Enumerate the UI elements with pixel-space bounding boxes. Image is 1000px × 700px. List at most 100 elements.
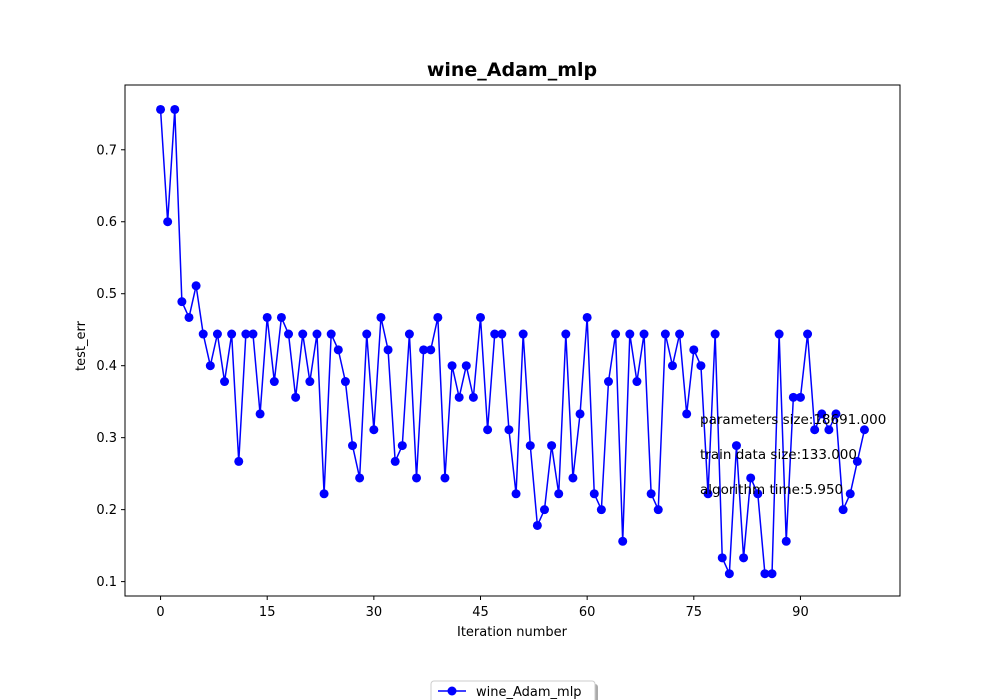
data-point xyxy=(696,361,706,371)
data-point xyxy=(397,441,407,451)
data-point xyxy=(234,456,244,466)
x-tick-label: 30 xyxy=(366,605,383,620)
data-point xyxy=(362,329,372,339)
data-point xyxy=(177,297,187,307)
data-point xyxy=(518,329,528,339)
data-point xyxy=(618,536,628,546)
data-point xyxy=(660,329,670,339)
series-line xyxy=(159,108,866,575)
x-tick-label: 75 xyxy=(686,605,703,620)
data-point xyxy=(241,329,251,339)
data-point xyxy=(746,473,756,483)
data-point xyxy=(511,489,521,499)
data-point xyxy=(810,425,820,435)
y-axis-ticks: 0.1 0.2 0.3 0.4 0.5 0.6 0.7 xyxy=(96,143,125,590)
data-point xyxy=(817,409,827,419)
data-point xyxy=(653,505,663,515)
data-point xyxy=(390,456,400,466)
series-layer xyxy=(156,104,869,579)
data-point xyxy=(682,409,692,419)
data-point xyxy=(419,345,429,355)
data-point xyxy=(767,569,777,579)
data-point xyxy=(212,329,222,339)
data-point xyxy=(859,425,869,435)
data-point xyxy=(291,392,301,402)
data-point xyxy=(383,345,393,355)
data-point xyxy=(589,489,599,499)
y-tick-label: 0.2 xyxy=(96,503,117,518)
data-point xyxy=(838,505,848,515)
data-point xyxy=(269,377,279,387)
data-point xyxy=(739,553,749,563)
data-point xyxy=(340,377,350,387)
data-point xyxy=(262,312,272,322)
data-point xyxy=(461,361,471,371)
x-axis-label: Iteration number xyxy=(457,625,568,640)
data-point xyxy=(454,392,464,402)
data-point xyxy=(625,329,635,339)
data-point xyxy=(447,361,457,371)
data-point xyxy=(312,329,322,339)
data-point xyxy=(611,329,621,339)
x-tick-label: 60 xyxy=(579,605,596,620)
y-tick-label: 0.5 xyxy=(96,287,117,302)
data-point xyxy=(554,489,564,499)
data-point xyxy=(198,329,208,339)
annotations: parameters size:18691.000 train data siz… xyxy=(700,412,886,498)
legend-marker-swatch xyxy=(447,686,457,696)
data-point xyxy=(156,104,166,114)
data-point xyxy=(675,329,685,339)
data-point xyxy=(333,345,343,355)
data-point xyxy=(596,505,606,515)
data-point xyxy=(248,329,258,339)
data-point xyxy=(348,441,358,451)
data-point xyxy=(710,329,720,339)
x-tick-label: 15 xyxy=(259,605,276,620)
data-point xyxy=(703,489,713,499)
data-point xyxy=(646,489,656,499)
data-point xyxy=(483,425,493,435)
data-point xyxy=(845,489,855,499)
data-point xyxy=(760,569,770,579)
data-point xyxy=(298,329,308,339)
data-point xyxy=(803,329,813,339)
data-point xyxy=(497,329,507,339)
data-point xyxy=(525,441,535,451)
chart-title: wine_Adam_mlp xyxy=(427,59,597,81)
data-point xyxy=(170,104,180,114)
data-point xyxy=(547,441,557,451)
data-point xyxy=(426,345,436,355)
y-tick-label: 0.6 xyxy=(96,215,117,230)
data-point xyxy=(639,329,649,339)
data-point xyxy=(205,361,215,371)
plot-area xyxy=(124,84,901,597)
data-point xyxy=(717,553,727,563)
annotation-parameters-size: parameters size:18691.000 xyxy=(700,412,886,428)
data-point xyxy=(255,409,265,419)
legend-label: wine_Adam_mlp xyxy=(476,685,582,700)
legend: wine_Adam_mlp xyxy=(430,680,598,700)
data-point xyxy=(163,217,173,227)
data-point xyxy=(575,409,585,419)
data-point xyxy=(468,392,478,402)
x-tick-label: 45 xyxy=(472,605,489,620)
data-point xyxy=(667,361,677,371)
data-point xyxy=(440,473,450,483)
data-point xyxy=(369,425,379,435)
data-point xyxy=(433,312,443,322)
annotation-train-data-size: train data size:133.000 xyxy=(700,447,857,463)
x-axis-ticks: 0 15 30 45 60 75 90 xyxy=(156,596,809,620)
data-point xyxy=(731,441,741,451)
data-point xyxy=(568,473,578,483)
data-point xyxy=(412,473,422,483)
data-point xyxy=(632,377,642,387)
data-point xyxy=(753,489,763,499)
data-point xyxy=(220,377,230,387)
data-point xyxy=(276,312,286,322)
annotation-algorithm-time: algorithm time:5.950 xyxy=(700,482,843,498)
data-point xyxy=(831,409,841,419)
data-point xyxy=(191,281,201,291)
legend-frame xyxy=(430,680,596,700)
data-point xyxy=(781,536,791,546)
data-point xyxy=(284,329,294,339)
